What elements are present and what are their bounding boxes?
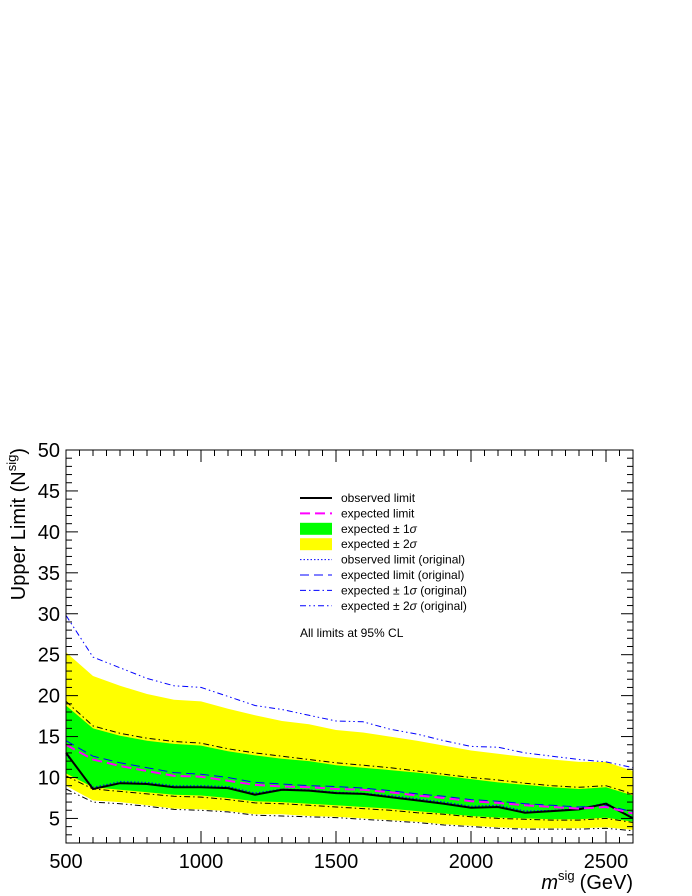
legend-item-expected-pm-2sigma: expected ± 2σ <box>300 537 418 551</box>
series-expected-pm-2sigma-original <box>65 615 634 769</box>
legend-label: observed limit <box>341 491 416 505</box>
y-tick-label: 5 <box>49 808 60 830</box>
y-tick-label: 20 <box>38 686 60 708</box>
legend-label: expected ± 1σ <box>341 522 418 536</box>
band-expected-pm-1sigma <box>66 705 633 822</box>
x-tick-label: 1000 <box>179 851 224 873</box>
legend-label: expected ± 1σ (original) <box>341 583 467 597</box>
legend-label: expected ± 2σ <box>341 537 418 551</box>
legend-swatch <box>300 538 332 551</box>
x-axis-symbol: m <box>541 872 558 894</box>
y-tick-label: 45 <box>38 481 60 503</box>
cl-annotation: All limits at 95% CL <box>300 626 404 640</box>
x-axis-unit: (GeV) <box>580 872 633 894</box>
series-expected-pm-1sigma-original <box>65 701 634 795</box>
legend-item-expected-pm-1sigma-original: expected ± 1σ (original) <box>300 583 467 597</box>
legend-label: observed limit (original) <box>341 553 465 567</box>
y-tick-label: 40 <box>38 522 60 544</box>
y-tick-label: 15 <box>38 727 60 749</box>
y-tick-label: 35 <box>38 563 60 585</box>
legend-item-expected-limit: expected limit <box>300 506 415 520</box>
legend-label: expected ± 2σ (original) <box>341 599 467 613</box>
ticks-layer: 500 1000 1500 2000 2500 5 10 15 20 25 30 35 40 45 50 <box>38 440 634 873</box>
x-tick-label: 2500 <box>584 851 629 873</box>
legend-item-expected-limit-original: expected limit (original) <box>300 568 464 582</box>
series-expected-limit-original <box>65 740 634 813</box>
legend-item-observed-limit: observed limit <box>300 491 416 505</box>
x-tick-label: 2000 <box>449 851 494 873</box>
y-axis-label-end: ) <box>8 448 30 455</box>
legend-item-expected-pm-2sigma-original: expected ± 2σ (original) <box>300 599 467 613</box>
series-layer <box>65 615 634 832</box>
series-expected-limit <box>65 743 634 815</box>
series-observed-limit-original <box>65 754 634 819</box>
series-observed-limit <box>65 752 634 820</box>
y-tick-label: 25 <box>38 645 60 667</box>
y-axis-label: Upper Limit (N <box>8 471 30 600</box>
bands-layer <box>66 652 633 830</box>
y-tick-label: 50 <box>38 440 60 462</box>
x-tick-label: 1500 <box>314 851 359 873</box>
legend-label: expected limit (original) <box>341 568 464 582</box>
x-axis-title: msig (GeV) <box>541 868 633 894</box>
legend-label: expected limit <box>341 506 415 520</box>
series-expected-pm-1sigma-original-lower <box>65 775 634 823</box>
y-tick-label: 30 <box>38 604 60 626</box>
x-axis-superscript: sig <box>558 868 575 883</box>
legend-item-observed-limit-original: observed limit (original) <box>300 553 465 567</box>
x-tick-label: 500 <box>49 851 82 873</box>
y-tick-label: 10 <box>38 768 60 790</box>
y-axis-superscript: sig <box>4 455 19 472</box>
legend-swatch <box>300 522 332 535</box>
y-axis-title: Upper Limit (Nsig) <box>4 448 30 600</box>
legend-item-expected-pm-1sigma: expected ± 1σ <box>300 522 418 536</box>
